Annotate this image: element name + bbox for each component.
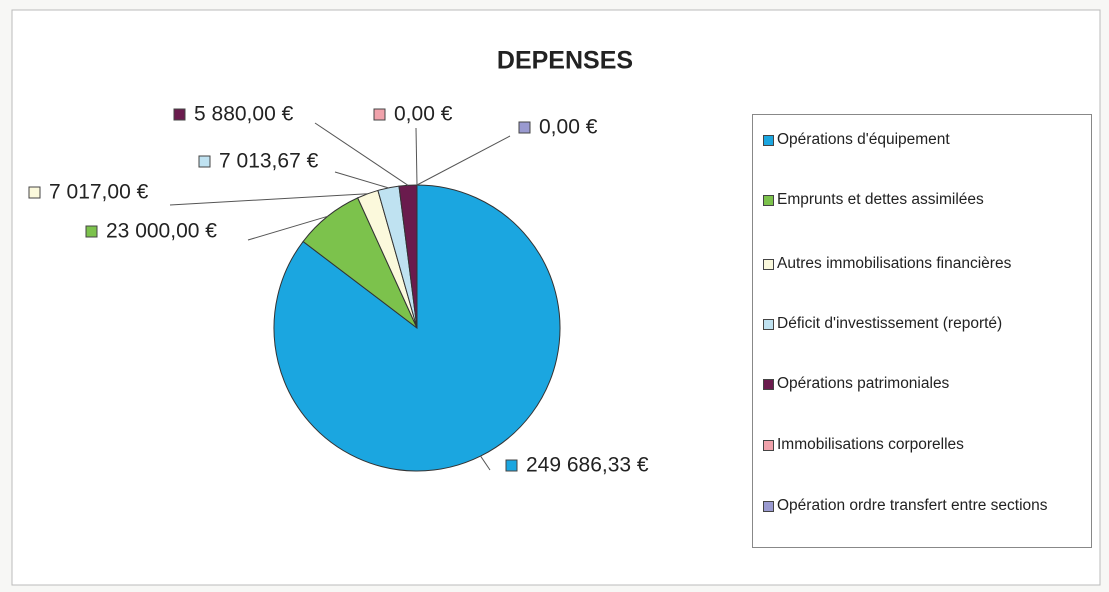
- leader-line: [247, 215, 328, 241]
- label-swatch: [373, 108, 386, 121]
- legend: Opérations d'équipement Emprunts et dette…: [752, 114, 1092, 548]
- legend-item: Immobilisations corporelles: [763, 434, 1088, 456]
- data-label: 0,00 €: [539, 116, 598, 139]
- legend-swatch: [763, 319, 774, 330]
- label-swatch: [505, 459, 518, 472]
- legend-label: Immobilisations corporelles: [777, 436, 964, 453]
- label-swatch: [85, 225, 98, 238]
- legend-label: Opérations d'équipement: [777, 131, 950, 148]
- legend-item: Opération ordre transfert entre sections: [763, 495, 1088, 517]
- legend-swatch: [763, 440, 774, 451]
- legend-label: Déficit d'investissement (reporté): [777, 315, 1003, 332]
- data-label: 249 686,33 €: [526, 454, 649, 477]
- label-swatch: [173, 108, 186, 121]
- legend-swatch: [763, 379, 774, 390]
- data-label: 7 017,00 €: [49, 181, 149, 204]
- legend-swatch: [763, 259, 774, 270]
- legend-label: Emprunts et dettes assimilées: [777, 191, 984, 208]
- legend-swatch: [763, 501, 774, 512]
- legend-item: Opérations patrimoniales: [763, 373, 1088, 395]
- legend-item: Déficit d'investissement (reporté): [763, 313, 1088, 335]
- chart-title: DEPENSES: [497, 47, 633, 75]
- leader-line: [169, 193, 368, 206]
- leader-line: [480, 455, 491, 471]
- legend-item: Emprunts et dettes assimilées: [763, 189, 1088, 211]
- data-label: 7 013,67 €: [219, 150, 319, 173]
- leader-line: [415, 127, 418, 186]
- legend-item: Autres immobilisations financières: [763, 253, 1088, 275]
- legend-label: Autres immobilisations financières: [777, 255, 1012, 272]
- legend-label: Opération ordre transfert entre sections: [777, 497, 1048, 514]
- legend-swatch: [763, 195, 774, 206]
- label-swatch: [198, 155, 211, 168]
- data-label: 0,00 €: [394, 103, 453, 126]
- leader-line: [416, 135, 511, 186]
- legend-swatch: [763, 135, 774, 146]
- leader-line: [334, 171, 389, 189]
- label-swatch: [518, 121, 531, 134]
- legend-item: Opérations d'équipement: [763, 129, 1088, 151]
- label-swatch: [28, 186, 41, 199]
- legend-label: Opérations patrimoniales: [777, 375, 950, 392]
- leader-line: [314, 122, 409, 186]
- data-label: 23 000,00 €: [106, 220, 217, 243]
- data-label: 5 880,00 €: [194, 103, 294, 126]
